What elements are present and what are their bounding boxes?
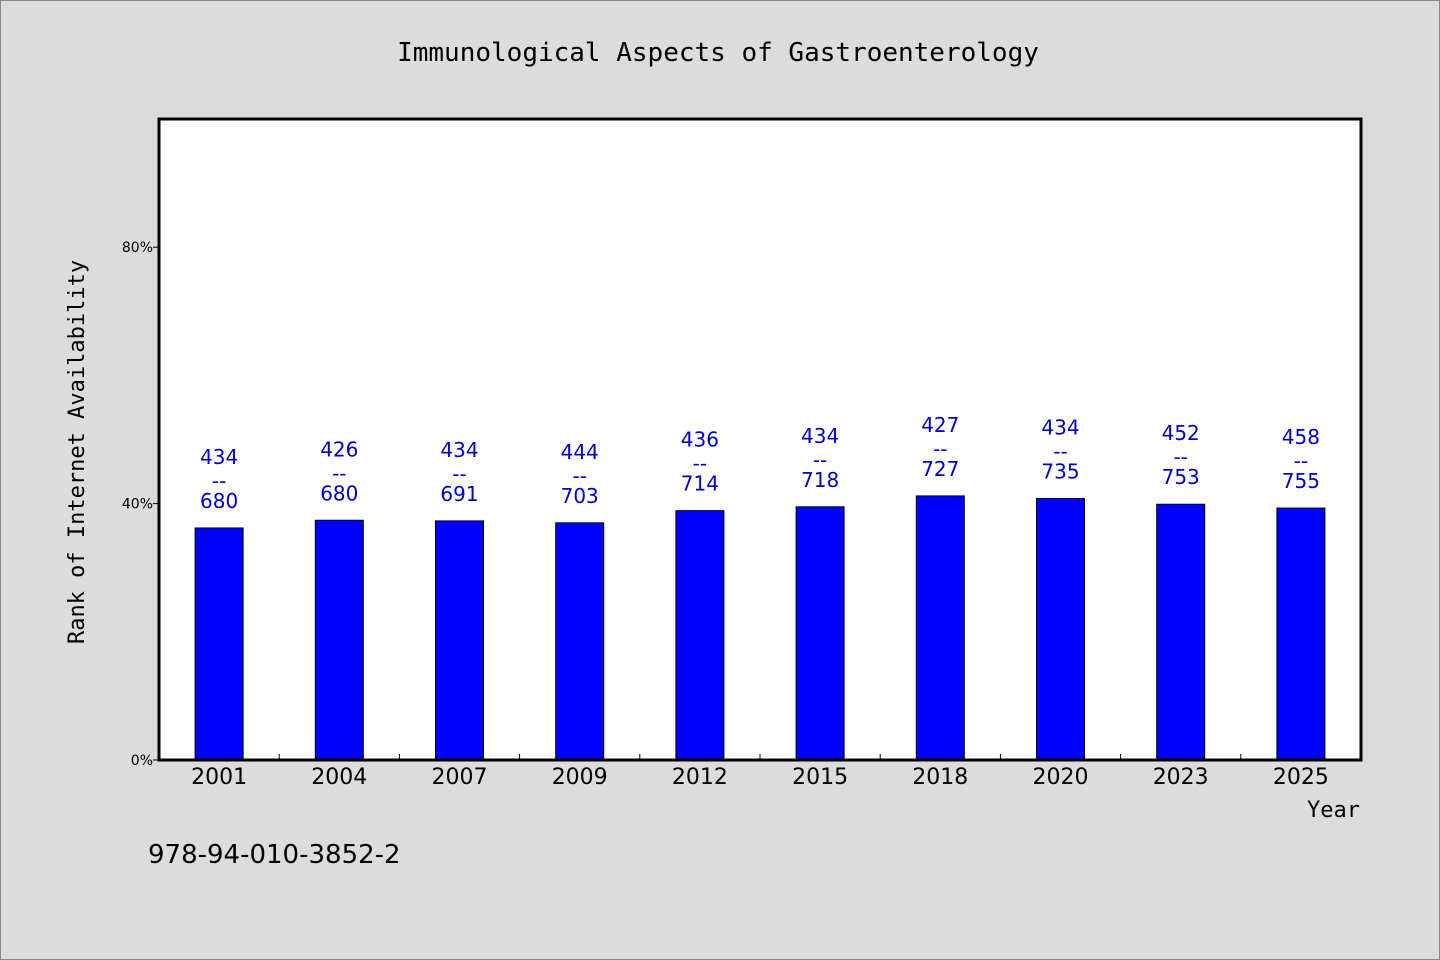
data-label-mid-2023: -- xyxy=(1173,445,1187,469)
x-axis-title: Year xyxy=(1307,798,1360,823)
bar-2009 xyxy=(555,522,605,761)
data-label-bottom-2023: 753 xyxy=(1162,465,1200,489)
data-label-top-2012: 436 xyxy=(681,428,719,452)
data-label-top-2023: 452 xyxy=(1162,421,1200,445)
bar-2025 xyxy=(1276,507,1326,761)
x-tick-label-2012: 2012 xyxy=(672,765,728,790)
data-label-top-2004: 426 xyxy=(320,437,358,461)
bar-2004 xyxy=(314,519,364,761)
data-label-bottom-2004: 680 xyxy=(320,481,358,505)
bars-group xyxy=(194,495,1326,761)
data-label-mid-2020: -- xyxy=(1053,439,1067,463)
y-tick-label-0: 0% xyxy=(131,753,153,769)
bar-2023 xyxy=(1156,503,1206,761)
data-label-mid-2007: -- xyxy=(452,462,466,486)
x-tick-label-2025: 2025 xyxy=(1273,765,1329,790)
data-label-top-2001: 434 xyxy=(200,445,238,469)
data-label-mid-2015: -- xyxy=(813,448,827,472)
data-label-bottom-2020: 735 xyxy=(1041,459,1079,483)
data-label-top-2025: 458 xyxy=(1282,425,1320,449)
bar-2015 xyxy=(795,506,845,761)
data-label-bottom-2007: 691 xyxy=(440,482,478,506)
data-label-mid-2004: -- xyxy=(332,461,346,485)
x-tick-label-2020: 2020 xyxy=(1033,765,1089,790)
data-label-mid-2018: -- xyxy=(933,437,947,461)
data-label-top-2015: 434 xyxy=(801,424,839,448)
data-label-mid-2025: -- xyxy=(1294,449,1308,473)
data-label-bottom-2009: 703 xyxy=(561,484,599,508)
bar-2018 xyxy=(915,495,965,761)
y-axis-ticks: 0% 40% 80% xyxy=(122,240,159,769)
x-tick-label-2007: 2007 xyxy=(432,765,488,790)
data-label-bottom-2015: 718 xyxy=(801,468,839,492)
bar-2007 xyxy=(435,520,484,761)
data-label-mid-2012: -- xyxy=(693,452,707,476)
footer-code: 978-94-010-3852-2 xyxy=(148,840,401,870)
chart-title: Immunological Aspects of Gastroenterolog… xyxy=(397,38,1039,68)
data-label-top-2007: 434 xyxy=(440,438,478,462)
bar-2020 xyxy=(1036,497,1085,761)
data-label-top-2020: 434 xyxy=(1041,415,1079,439)
bar-2001 xyxy=(194,527,244,761)
data-label-bottom-2012: 714 xyxy=(681,472,719,496)
y-axis-title: Rank of Internet Availability xyxy=(65,260,90,644)
data-labels-group: 680--434680--426691--434703--444714--436… xyxy=(200,413,1320,513)
x-tick-label-2018: 2018 xyxy=(912,765,968,790)
data-label-bottom-2001: 680 xyxy=(200,489,238,513)
data-label-top-2009: 444 xyxy=(561,440,599,464)
data-label-mid-2001: -- xyxy=(212,469,226,493)
x-tick-label-2009: 2009 xyxy=(552,765,608,790)
data-label-mid-2009: -- xyxy=(572,464,586,488)
x-tick-label-2001: 2001 xyxy=(191,765,247,790)
y-tick-label-80: 80% xyxy=(122,240,153,256)
data-label-top-2018: 427 xyxy=(921,413,959,437)
data-label-bottom-2018: 727 xyxy=(921,457,959,481)
data-label-bottom-2025: 755 xyxy=(1282,469,1320,493)
bar-2012 xyxy=(675,510,725,761)
y-tick-label-40: 40% xyxy=(122,497,153,513)
x-tick-label-2004: 2004 xyxy=(311,765,367,790)
plot-border xyxy=(157,117,1363,762)
x-tick-label-2023: 2023 xyxy=(1153,765,1209,790)
x-axis-ticks: 2001 2004 2007 2009 2012 2015 2018 2020 2023 2025 xyxy=(191,754,1329,790)
x-tick-label-2015: 2015 xyxy=(792,765,848,790)
